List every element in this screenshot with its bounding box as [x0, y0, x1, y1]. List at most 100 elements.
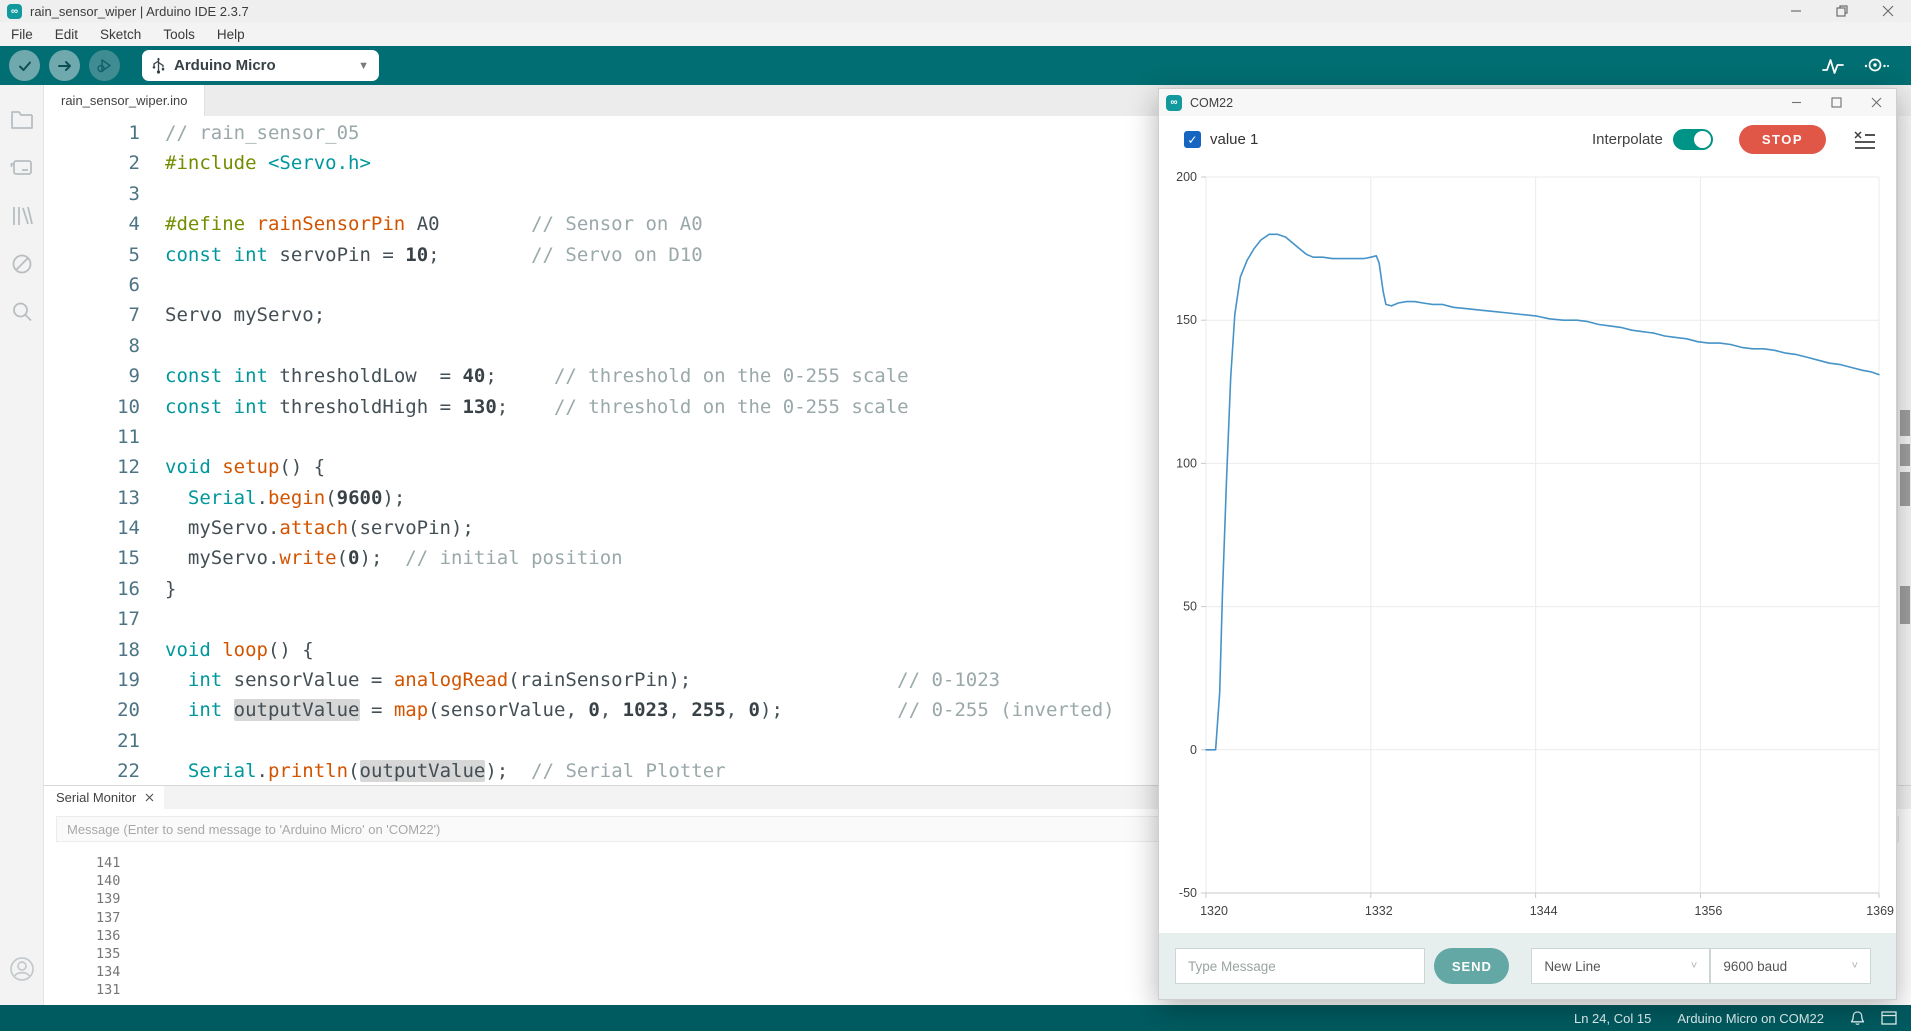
line-number: 6: [128, 273, 140, 296]
panel-layout-icon[interactable]: [1881, 1011, 1897, 1025]
svg-text:1332: 1332: [1365, 904, 1393, 918]
svg-text:1369: 1369: [1866, 904, 1894, 918]
line-number: 21: [117, 729, 140, 752]
usb-icon: [152, 57, 165, 74]
serial-output: 141 140 139 137 136 135 134 131: [44, 842, 1911, 1000]
code-line: 17: [44, 604, 1911, 634]
debug-button[interactable]: [89, 50, 120, 81]
serial-plotter-icon[interactable]: [1821, 55, 1845, 77]
sidebar-item-sketchbook[interactable]: [9, 107, 35, 133]
board-selector[interactable]: Arduino Micro ▼: [142, 50, 379, 81]
chevron-down-icon: ˅: [1690, 960, 1698, 972]
minimize-icon: [1791, 10, 1801, 12]
plotter-minimize-button[interactable]: [1776, 89, 1816, 116]
sidebar-item-library-manager[interactable]: [9, 203, 35, 229]
restore-button[interactable]: [1819, 0, 1865, 22]
close-button[interactable]: [1865, 0, 1911, 22]
arduino-logo-icon: ∞: [1166, 94, 1182, 111]
chevron-down-icon: ▼: [358, 59, 369, 72]
close-icon[interactable]: [145, 793, 154, 802]
titlebar: ∞ rain_sensor_wiper | Arduino IDE 2.3.7: [0, 0, 1911, 22]
line-number: 22: [117, 760, 140, 783]
bell-icon[interactable]: [1850, 1010, 1865, 1026]
line-ending-select[interactable]: New Line ˅: [1531, 948, 1711, 984]
code-line: 21: [44, 726, 1911, 756]
code-line: 16}: [44, 574, 1911, 604]
menu-file[interactable]: File: [11, 26, 33, 42]
sidebar-item-boards-manager[interactable]: [9, 155, 35, 181]
tab-serial-monitor[interactable]: Serial Monitor: [44, 786, 165, 809]
tab-rain-sensor-wiper[interactable]: rain_sensor_wiper.ino: [44, 85, 206, 116]
board-name: Arduino Micro: [174, 57, 276, 74]
connection-status[interactable]: Arduino Micro on COM22: [1677, 1010, 1824, 1026]
svg-text:-50: -50: [1179, 886, 1197, 900]
code-line: 3: [44, 179, 1911, 209]
axes-settings-icon[interactable]: [1854, 130, 1876, 149]
serial-plotter-window: ∞ COM22 ✓ value 1 Interpolate STOP 200 15…: [1158, 88, 1897, 1000]
code-lines: 1// rain_sensor_05 2 #include <Servo.h> 3 4 #…: [44, 118, 1911, 785]
line-number: 18: [117, 638, 140, 661]
svg-text:200: 200: [1176, 170, 1197, 184]
editor-scrollbar[interactable]: [1897, 116, 1911, 785]
line-number: 15: [117, 547, 140, 570]
menu-sketch[interactable]: Sketch: [100, 26, 142, 42]
code-line: 9 const int thresholdLow = 40; // thresho…: [44, 361, 1911, 391]
line-number: 7: [128, 304, 140, 327]
stop-button[interactable]: STOP: [1738, 125, 1826, 154]
verify-button[interactable]: [9, 50, 40, 81]
sidebar-item-search[interactable]: [9, 299, 35, 325]
plotter-maximize-button[interactable]: [1816, 89, 1856, 116]
restore-icon: [1836, 5, 1848, 17]
plotter-controls: ✓ value 1 Interpolate STOP: [1159, 116, 1896, 163]
scrollbar-mark: [1900, 444, 1910, 466]
code-line: 1// rain_sensor_05: [44, 118, 1911, 148]
code-line: 18 void loop() {: [44, 635, 1911, 665]
svg-text:100: 100: [1176, 456, 1197, 470]
value1-checkbox[interactable]: ✓: [1184, 131, 1201, 148]
line-number: 5: [128, 243, 140, 266]
minimize-button[interactable]: [1773, 0, 1819, 22]
line-number: 8: [128, 334, 140, 357]
serial-monitor-icon[interactable]: [1863, 55, 1889, 77]
scrollbar-mark: [1900, 586, 1910, 624]
upload-button[interactable]: [49, 50, 80, 81]
account-icon[interactable]: [8, 955, 36, 983]
menubar: File Edit Sketch Tools Help: [0, 22, 1911, 46]
serial-monitor-tab-label: Serial Monitor: [56, 790, 137, 805]
serial-value: 137: [96, 909, 121, 926]
debug-icon: [97, 59, 111, 73]
code-line: 8: [44, 331, 1911, 361]
line-number: 16: [117, 577, 140, 600]
svg-text:150: 150: [1176, 313, 1197, 327]
serial-value: 134: [96, 964, 121, 981]
line-number: 12: [117, 456, 140, 479]
menu-tools[interactable]: Tools: [163, 26, 195, 42]
scrollbar-mark: [1900, 472, 1910, 506]
menu-edit[interactable]: Edit: [54, 26, 79, 42]
close-icon: [1882, 5, 1894, 17]
line-number: 1: [128, 122, 140, 144]
sidebar-item-debug[interactable]: [9, 251, 35, 277]
svg-text:50: 50: [1183, 600, 1197, 614]
plotter-close-button[interactable]: [1856, 89, 1896, 116]
statusbar: Ln 24, Col 15 Arduino Micro on COM22: [0, 1005, 1911, 1031]
line-number: 19: [117, 669, 140, 692]
code-line: 12 void setup() {: [44, 452, 1911, 482]
code-line: 13 Serial.begin(9600);: [44, 483, 1911, 513]
legend-label: value 1: [1210, 131, 1259, 148]
code-line: 22 Serial.println(outputValue); // Seria…: [44, 756, 1911, 785]
code-line: 5 const int servoPin = 10; // Servo on D1…: [44, 240, 1911, 270]
send-button[interactable]: SEND: [1434, 948, 1510, 984]
code-line: 14 myServo.attach(servoPin);: [44, 513, 1911, 543]
code-line: 7 Servo myServo;: [44, 300, 1911, 330]
menu-help[interactable]: Help: [216, 26, 245, 42]
baud-rate-select[interactable]: 9600 baud ˅: [1710, 948, 1871, 984]
plotter-titlebar[interactable]: ∞ COM22: [1159, 89, 1896, 116]
interpolate-toggle[interactable]: [1672, 129, 1713, 150]
baud-rate-value: 9600 baud: [1723, 958, 1788, 974]
serial-value: 141: [96, 855, 121, 871]
toggle-knob: [1693, 131, 1711, 148]
line-number: 3: [128, 182, 140, 205]
plotter-message-input[interactable]: [1175, 948, 1426, 984]
serial-value: 136: [96, 927, 121, 944]
